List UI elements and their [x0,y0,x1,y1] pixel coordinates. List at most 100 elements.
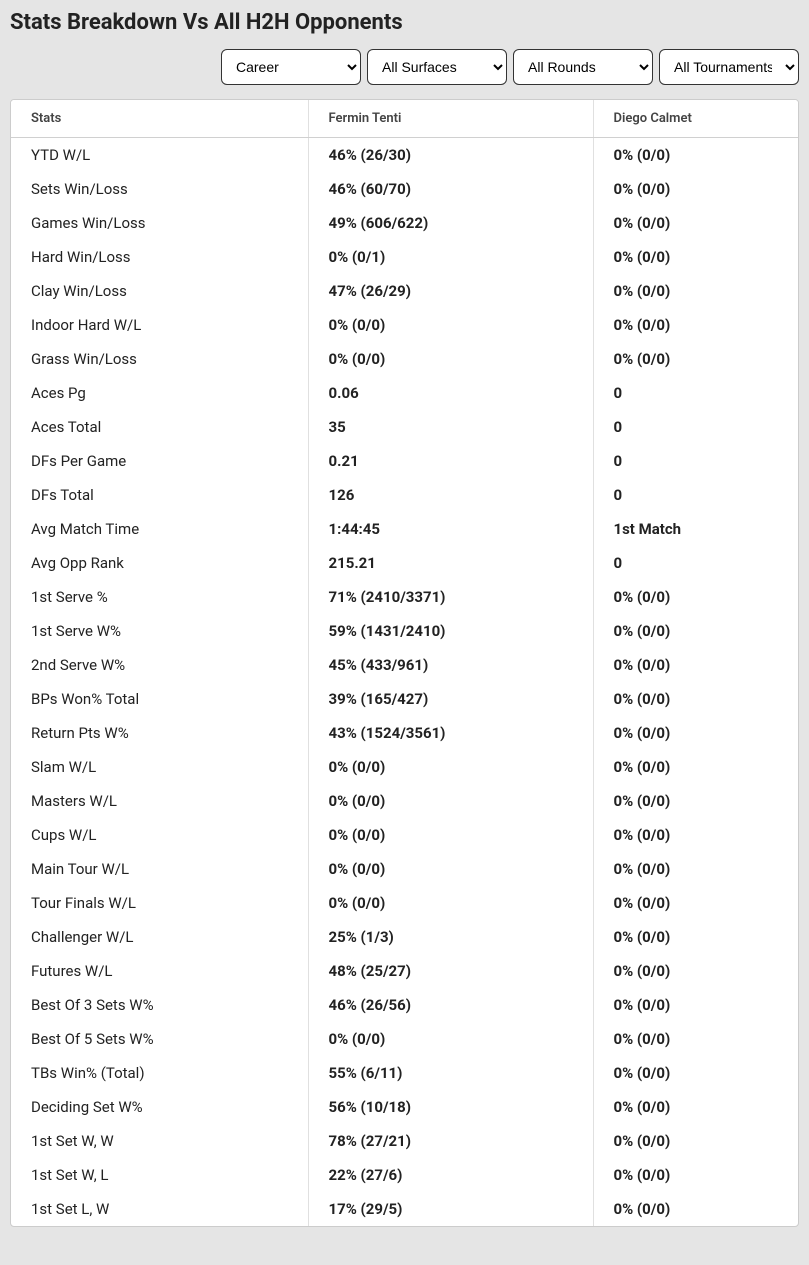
table-row: Aces Pg0.060 [11,376,798,410]
stat-value-player2: 0% (0/0) [593,784,798,818]
stat-value-player1: 39% (165/427) [308,682,593,716]
table-row: Futures W/L48% (25/27)0% (0/0) [11,954,798,988]
surface-select[interactable]: All Surfaces [367,49,507,85]
table-row: TBs Win% (Total)55% (6/11)0% (0/0) [11,1056,798,1090]
table-row: Tour Finals W/L0% (0/0)0% (0/0) [11,886,798,920]
stat-label: DFs Total [11,478,308,512]
table-row: 2nd Serve W%45% (433/961)0% (0/0) [11,648,798,682]
stat-value-player1: 0% (0/0) [308,852,593,886]
table-row: YTD W/L46% (26/30)0% (0/0) [11,138,798,173]
stat-label: Tour Finals W/L [11,886,308,920]
stat-value-player2: 0% (0/0) [593,614,798,648]
stat-value-player2: 0% (0/0) [593,852,798,886]
table-row: Slam W/L0% (0/0)0% (0/0) [11,750,798,784]
stats-table-wrap: Stats Fermin Tenti Diego Calmet YTD W/L4… [10,99,799,1227]
table-row: Masters W/L0% (0/0)0% (0/0) [11,784,798,818]
stat-value-player2: 0% (0/0) [593,172,798,206]
stat-value-player1: 46% (26/56) [308,988,593,1022]
stat-value-player2: 0% (0/0) [593,648,798,682]
table-row: Deciding Set W%56% (10/18)0% (0/0) [11,1090,798,1124]
stat-value-player2: 0% (0/0) [593,580,798,614]
stat-value-player2: 0% (0/0) [593,240,798,274]
stat-value-player2: 0% (0/0) [593,954,798,988]
stat-label: Slam W/L [11,750,308,784]
stat-label: Best Of 5 Sets W% [11,1022,308,1056]
table-row: 1st Serve W%59% (1431/2410)0% (0/0) [11,614,798,648]
stat-value-player1: 25% (1/3) [308,920,593,954]
stat-value-player1: 0.21 [308,444,593,478]
stat-value-player2: 0% (0/0) [593,920,798,954]
stat-label: Best Of 3 Sets W% [11,988,308,1022]
round-select[interactable]: All Rounds [513,49,653,85]
stat-value-player2: 0 [593,410,798,444]
table-row: Hard Win/Loss0% (0/1)0% (0/0) [11,240,798,274]
stat-label: Return Pts W% [11,716,308,750]
table-row: 1st Set W, W78% (27/21)0% (0/0) [11,1124,798,1158]
stat-label: Deciding Set W% [11,1090,308,1124]
stat-label: DFs Per Game [11,444,308,478]
stat-value-player2: 0% (0/0) [593,1022,798,1056]
stat-label: YTD W/L [11,138,308,173]
stat-value-player1: 49% (606/622) [308,206,593,240]
stat-value-player2: 0% (0/0) [593,308,798,342]
stat-value-player1: 35 [308,410,593,444]
stat-value-player1: 0% (0/0) [308,750,593,784]
period-select[interactable]: Career [221,49,361,85]
tournament-select[interactable]: All Tournaments [659,49,799,85]
stat-value-player1: 0% (0/0) [308,308,593,342]
stat-value-player2: 0% (0/0) [593,716,798,750]
stat-value-player2: 0% (0/0) [593,682,798,716]
header-stats: Stats [11,100,308,138]
stat-label: Aces Pg [11,376,308,410]
stat-value-player2: 0 [593,376,798,410]
stat-value-player2: 0% (0/0) [593,886,798,920]
table-row: Grass Win/Loss0% (0/0)0% (0/0) [11,342,798,376]
stat-label: Hard Win/Loss [11,240,308,274]
table-row: Cups W/L0% (0/0)0% (0/0) [11,818,798,852]
stat-value-player1: 215.21 [308,546,593,580]
stat-label: Indoor Hard W/L [11,308,308,342]
stat-label: Avg Match Time [11,512,308,546]
table-row: Sets Win/Loss46% (60/70)0% (0/0) [11,172,798,206]
stat-label: 1st Set W, L [11,1158,308,1192]
table-row: Avg Opp Rank215.210 [11,546,798,580]
stat-value-player1: 0% (0/0) [308,886,593,920]
stat-label: Masters W/L [11,784,308,818]
stat-value-player1: 43% (1524/3561) [308,716,593,750]
stat-label: 1st Serve W% [11,614,308,648]
stat-label: TBs Win% (Total) [11,1056,308,1090]
stat-value-player1: 0% (0/0) [308,818,593,852]
header-player2: Diego Calmet [593,100,798,138]
stat-value-player1: 1:44:45 [308,512,593,546]
stat-label: Games Win/Loss [11,206,308,240]
table-row: 1st Serve %71% (2410/3371)0% (0/0) [11,580,798,614]
stat-value-player1: 0% (0/1) [308,240,593,274]
stat-label: Main Tour W/L [11,852,308,886]
table-row: Challenger W/L25% (1/3)0% (0/0) [11,920,798,954]
stat-value-player2: 0% (0/0) [593,1192,798,1226]
stat-value-player1: 71% (2410/3371) [308,580,593,614]
stat-value-player2: 0% (0/0) [593,274,798,308]
stat-value-player1: 45% (433/961) [308,648,593,682]
stat-value-player2: 0% (0/0) [593,342,798,376]
stat-label: Clay Win/Loss [11,274,308,308]
table-header-row: Stats Fermin Tenti Diego Calmet [11,100,798,138]
stat-label: Avg Opp Rank [11,546,308,580]
table-row: Best Of 3 Sets W%46% (26/56)0% (0/0) [11,988,798,1022]
stat-value-player1: 59% (1431/2410) [308,614,593,648]
stat-value-player1: 0.06 [308,376,593,410]
stat-label: Aces Total [11,410,308,444]
stat-value-player2: 0% (0/0) [593,1124,798,1158]
stat-value-player1: 47% (26/29) [308,274,593,308]
table-row: Best Of 5 Sets W%0% (0/0)0% (0/0) [11,1022,798,1056]
stat-value-player2: 0% (0/0) [593,138,798,173]
stat-value-player1: 0% (0/0) [308,342,593,376]
stat-value-player2: 0% (0/0) [593,1158,798,1192]
table-row: 1st Set W, L22% (27/6)0% (0/0) [11,1158,798,1192]
table-row: Return Pts W%43% (1524/3561)0% (0/0) [11,716,798,750]
table-row: Aces Total350 [11,410,798,444]
stat-value-player1: 48% (25/27) [308,954,593,988]
stat-label: 1st Serve % [11,580,308,614]
table-row: 1st Set L, W17% (29/5)0% (0/0) [11,1192,798,1226]
stat-value-player1: 17% (29/5) [308,1192,593,1226]
